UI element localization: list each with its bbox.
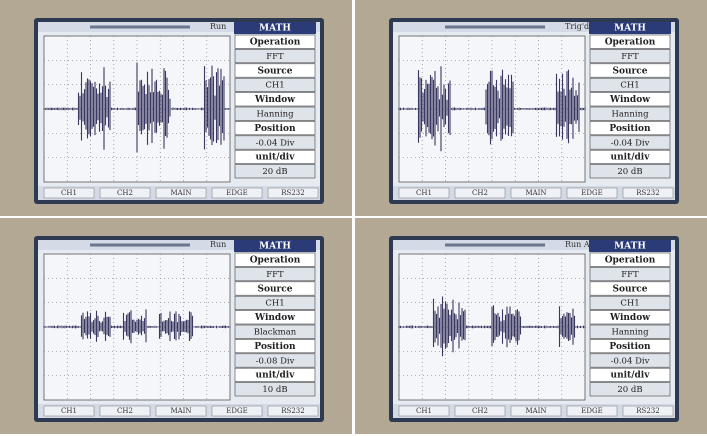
menu-value: CH1	[620, 299, 639, 309]
menu-title: MATH	[259, 242, 291, 252]
status-text: Run	[210, 240, 226, 249]
menu-heading: Source	[613, 284, 648, 294]
footer-label: RS232	[636, 189, 659, 197]
footer-label: MAIN	[170, 189, 191, 197]
menu-title: MATH	[259, 24, 291, 34]
menu-value: 20 dB	[262, 167, 287, 177]
footer-label: CH2	[472, 189, 488, 197]
footer-label: EDGE	[226, 189, 247, 197]
menu-heading: Operation	[605, 38, 656, 48]
menu-heading: Window	[254, 95, 295, 105]
footer-label: EDGE	[226, 407, 247, 415]
footer-label: CH1	[416, 407, 432, 415]
menu-heading: Window	[609, 95, 650, 105]
status-text: Run	[210, 22, 226, 31]
menu-value: -0.04 Div	[611, 138, 650, 148]
footer-label: MAIN	[525, 407, 546, 415]
menu-value: FFT	[621, 52, 639, 62]
scope-panel: Run AutoMATHOperationFFTSourceCH1WindowH…	[355, 218, 707, 434]
menu-heading: unit/div	[256, 153, 296, 163]
menu-heading: Operation	[250, 38, 301, 48]
menu-value: 20 dB	[617, 385, 642, 395]
menu-heading: Window	[609, 313, 650, 323]
menu-title: MATH	[614, 24, 646, 34]
scope-panel: Trig'd MATH Operation FFT Source CH1 Window Han…	[355, 0, 707, 216]
footer-label: EDGE	[581, 407, 602, 415]
menu-value: Blackman	[254, 328, 297, 338]
menu-heading: unit/div	[611, 371, 651, 381]
footer-label: MAIN	[525, 189, 546, 197]
menu-heading: Source	[258, 66, 293, 76]
menu-heading: Window	[254, 313, 295, 323]
scope-panel: Run MATH Operation FFT Source CH1 Window Blackm…	[0, 218, 352, 434]
footer-label: CH2	[117, 189, 133, 197]
footer-label: RS232	[636, 407, 659, 415]
menu-value: Hanning	[611, 110, 649, 120]
menu-value: -0.08 Div	[256, 356, 295, 366]
menu-value: -0.04 Div	[611, 356, 650, 366]
menu-heading: Position	[609, 342, 651, 352]
footer-label: MAIN	[170, 407, 191, 415]
menu-heading: Operation	[605, 256, 656, 266]
menu-value: FFT	[266, 52, 284, 62]
menu-value: CH1	[265, 81, 284, 91]
menu-heading: unit/div	[256, 371, 296, 381]
footer-label: CH2	[472, 407, 488, 415]
menu-value: FFT	[621, 270, 639, 280]
menu-value: CH1	[265, 299, 284, 309]
status-text: Trig'd	[565, 22, 589, 31]
menu-heading: Position	[254, 342, 296, 352]
menu-value: FFT	[266, 270, 284, 280]
scope-panel: Run MATH Operation FFT Source CH1 Window Hannin…	[0, 0, 352, 216]
menu-heading: Operation	[250, 256, 301, 266]
menu-heading: Position	[254, 124, 296, 134]
footer-label: EDGE	[581, 189, 602, 197]
menu-title: MATH	[614, 242, 646, 252]
menu-value: 20 dB	[617, 167, 642, 177]
menu-heading: Position	[609, 124, 651, 134]
menu-heading: Source	[258, 284, 293, 294]
photo: Run MATH Operation FFT Source CH1 Window Hannin…	[0, 0, 707, 436]
footer-label: RS232	[281, 189, 304, 197]
menu-value: CH1	[620, 81, 639, 91]
menu-heading: Source	[613, 66, 648, 76]
menu-heading: unit/div	[611, 153, 651, 163]
footer-label: CH1	[61, 189, 77, 197]
footer-label: RS232	[281, 407, 304, 415]
footer-label: CH2	[117, 407, 133, 415]
menu-value: Hanning	[611, 328, 649, 338]
menu-value: -0.04 Div	[256, 138, 295, 148]
menu-value: 10 dB	[262, 385, 287, 395]
footer-label: CH1	[61, 407, 77, 415]
menu-value: Hanning	[256, 110, 294, 120]
footer-label: CH1	[416, 189, 432, 197]
